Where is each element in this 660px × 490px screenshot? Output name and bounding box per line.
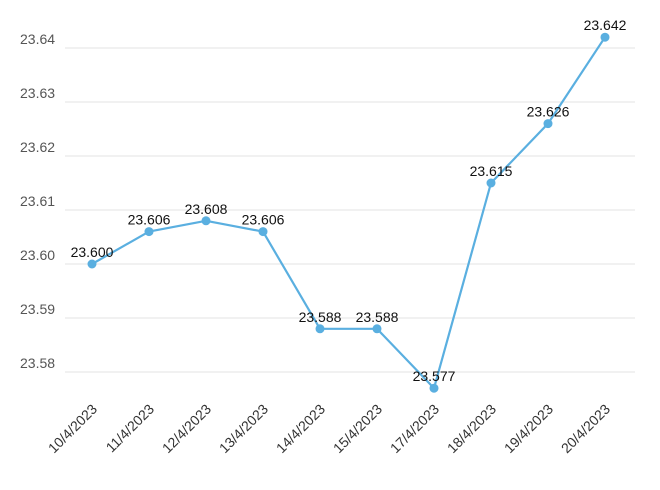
data-point <box>543 119 553 129</box>
x-tick-label: 14/4/2023 <box>273 401 329 457</box>
data-point <box>600 32 610 42</box>
y-tick-label: 23.59 <box>20 301 55 317</box>
data-point <box>372 324 382 334</box>
data-point <box>486 178 496 188</box>
data-point <box>429 383 439 393</box>
x-tick-label: 18/4/2023 <box>444 401 500 457</box>
x-tick-label: 12/4/2023 <box>159 401 215 457</box>
data-label: 23.606 <box>242 212 285 228</box>
x-tick-label: 20/4/2023 <box>558 401 614 457</box>
x-tick-label: 15/4/2023 <box>330 401 386 457</box>
data-point <box>144 227 154 237</box>
x-tick-label: 13/4/2023 <box>216 401 272 457</box>
data-point <box>201 216 211 226</box>
data-label: 23.577 <box>413 368 456 384</box>
x-tick-label: 19/4/2023 <box>501 401 557 457</box>
data-label: 23.588 <box>299 309 342 325</box>
data-label: 23.588 <box>356 309 399 325</box>
data-point <box>87 259 97 269</box>
data-point <box>258 227 268 237</box>
data-label: 23.642 <box>584 17 627 33</box>
x-tick-label: 11/4/2023 <box>102 401 157 456</box>
data-label: 23.606 <box>128 212 171 228</box>
x-tick-label: 10/4/2023 <box>45 401 101 457</box>
y-tick-label: 23.63 <box>20 85 55 101</box>
y-tick-label: 23.58 <box>20 355 55 371</box>
y-tick-label: 23.61 <box>20 193 55 209</box>
data-point <box>315 324 325 334</box>
data-label: 23.608 <box>185 201 228 217</box>
data-label: 23.600 <box>71 244 114 260</box>
data-label: 23.615 <box>470 163 513 179</box>
x-tick-label: 17/4/2023 <box>387 401 443 457</box>
y-tick-label: 23.62 <box>20 139 55 155</box>
y-tick-label: 23.64 <box>20 31 55 47</box>
data-label: 23.626 <box>527 104 570 120</box>
series-line <box>91 36 606 390</box>
y-tick-label: 23.60 <box>20 247 55 263</box>
